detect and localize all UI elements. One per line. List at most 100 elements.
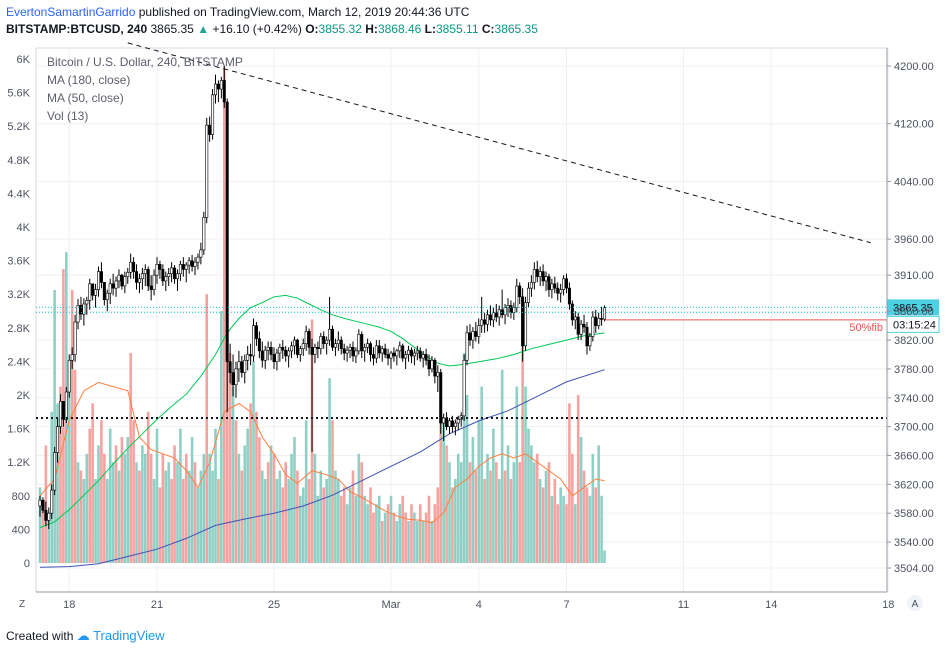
candle-down bbox=[439, 368, 443, 434]
trend-line bbox=[127, 42, 871, 244]
candle-body bbox=[149, 285, 153, 290]
candle-body bbox=[550, 283, 554, 290]
volume-bar-up bbox=[263, 479, 267, 563]
candle-up bbox=[363, 343, 367, 362]
candle-body bbox=[494, 312, 498, 318]
author-link[interactable]: EvertonSamartinGarrido bbox=[6, 5, 136, 19]
volume-bar-up bbox=[363, 495, 366, 563]
candle-up bbox=[76, 298, 80, 330]
volume-bar-down bbox=[410, 504, 413, 563]
candle-up bbox=[167, 267, 171, 286]
candle-up bbox=[559, 283, 563, 303]
candle-body bbox=[386, 354, 390, 359]
candle-up bbox=[108, 278, 112, 305]
candle-down bbox=[231, 354, 235, 397]
candle-body bbox=[304, 331, 308, 344]
candle-down bbox=[535, 260, 539, 283]
candle-up bbox=[430, 355, 434, 373]
fib-label: 50%fib bbox=[849, 322, 883, 334]
candle-up bbox=[58, 394, 62, 434]
candle-body bbox=[114, 280, 118, 289]
candle-up bbox=[462, 354, 466, 421]
candle-body bbox=[456, 419, 460, 424]
candle-body bbox=[53, 452, 57, 491]
tradingview-brand[interactable]: TradingView bbox=[93, 628, 165, 643]
candle-body bbox=[111, 283, 115, 289]
volume-bar-up bbox=[199, 470, 203, 563]
candle-body bbox=[234, 368, 238, 386]
volume-bar-down bbox=[439, 403, 443, 563]
candle-body bbox=[562, 278, 566, 290]
candle-up bbox=[538, 266, 542, 286]
change-value: +16.10 (+0.42%) bbox=[212, 22, 302, 36]
candle-down bbox=[360, 331, 364, 359]
candle-body bbox=[404, 354, 408, 359]
candle-body bbox=[278, 346, 282, 354]
volume-tick-label: 4.4K bbox=[7, 188, 30, 200]
candle-body bbox=[301, 343, 305, 350]
candle-up bbox=[442, 413, 446, 442]
candle-down bbox=[41, 497, 45, 514]
time-tick-label: 18 bbox=[882, 599, 894, 611]
volume-bar-up bbox=[550, 495, 554, 563]
volume-bar-down bbox=[556, 504, 560, 563]
candle-down bbox=[132, 257, 136, 279]
candle-body bbox=[94, 289, 98, 296]
candle-down bbox=[269, 341, 273, 361]
candle-up bbox=[67, 354, 71, 398]
candle-up bbox=[56, 417, 60, 463]
candle-down bbox=[521, 288, 525, 362]
candle-body bbox=[143, 269, 147, 275]
open-value: 3855.32 bbox=[318, 22, 362, 36]
candle-body bbox=[187, 260, 191, 266]
candle-body bbox=[272, 354, 276, 363]
candle-down bbox=[547, 273, 551, 297]
candle-up bbox=[524, 296, 528, 351]
volume-tick-label: 5.2K bbox=[7, 121, 30, 133]
volume-bar-down bbox=[161, 453, 165, 563]
candle-body bbox=[389, 352, 393, 359]
time-tick-label: 7 bbox=[563, 599, 569, 611]
volume-bar-down bbox=[433, 504, 437, 563]
candle-down bbox=[316, 341, 320, 359]
candle-up bbox=[503, 304, 507, 325]
candle-body bbox=[281, 346, 285, 351]
ma180-line bbox=[39, 369, 605, 568]
volume-bar-down bbox=[281, 487, 285, 563]
candle-body bbox=[477, 325, 481, 337]
timezone-button[interactable]: Z bbox=[19, 599, 25, 610]
candle-up bbox=[178, 260, 182, 281]
drawing-overlays: 50%fib 3865.35 03:15:24 bbox=[36, 42, 940, 419]
candle-body bbox=[532, 269, 536, 283]
time-tick-label: 11 bbox=[678, 599, 689, 611]
candle-body bbox=[108, 283, 112, 294]
candle-body bbox=[123, 276, 127, 287]
price-tick-label: 3580.00 bbox=[894, 508, 934, 520]
candle-down bbox=[190, 254, 194, 272]
candle-body bbox=[228, 361, 232, 373]
candle-body bbox=[196, 256, 200, 263]
volume-bar-down bbox=[535, 453, 539, 563]
volume-bar-down bbox=[386, 504, 390, 563]
candle-body bbox=[547, 276, 551, 290]
volume-bar-up bbox=[176, 462, 179, 563]
candle-body bbox=[366, 343, 370, 348]
volume-bar-down bbox=[272, 453, 276, 563]
candle-up bbox=[202, 211, 206, 255]
auto-scale-button[interactable] bbox=[907, 595, 923, 611]
candle-body bbox=[483, 319, 487, 325]
last-price-label: 3865.35 bbox=[893, 302, 933, 314]
candle-down bbox=[564, 273, 568, 294]
volume-bar-down bbox=[427, 495, 431, 563]
candle-body bbox=[287, 350, 291, 357]
candle-body bbox=[249, 354, 253, 357]
candle-up bbox=[357, 329, 361, 355]
candle-up bbox=[278, 343, 282, 362]
volume-bar-up bbox=[512, 462, 516, 563]
price-tick-label: 4200.00 bbox=[894, 61, 934, 73]
volume-bar-up bbox=[378, 495, 381, 563]
volume-bar-down bbox=[392, 512, 396, 563]
candle-body bbox=[132, 261, 136, 272]
candle-down bbox=[216, 80, 220, 103]
